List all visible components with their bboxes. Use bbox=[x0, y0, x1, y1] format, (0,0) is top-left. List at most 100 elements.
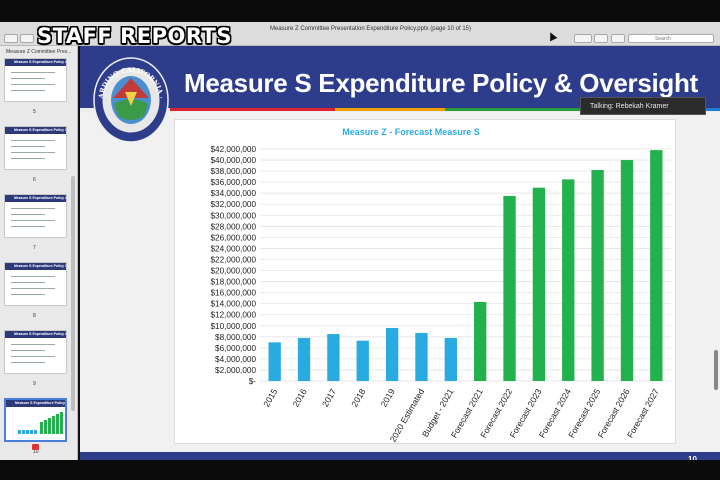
y-tick-label: $24,000,000 bbox=[210, 244, 256, 253]
thumbnail-title: Measure S Expenditure Policy & Oversight bbox=[14, 60, 66, 64]
y-tick-label: $8,000,000 bbox=[215, 333, 256, 342]
y-tick-label: $30,000,000 bbox=[210, 211, 256, 220]
thumbnail-bar bbox=[56, 414, 59, 434]
thumbnail-header bbox=[5, 127, 66, 134]
thumbnail-page-number: 5 bbox=[33, 109, 36, 115]
sidebar-status-icon bbox=[32, 444, 39, 450]
thumbnail-title: Measure S Expenditure Policy & Oversight bbox=[14, 128, 66, 132]
share-button[interactable] bbox=[594, 34, 608, 43]
thumbnail-text-line bbox=[11, 276, 55, 277]
thumbnail-bar bbox=[52, 416, 55, 434]
thumbnail-text-line bbox=[11, 78, 45, 79]
staff-reports-banner: STAFF REPORTS bbox=[37, 24, 233, 48]
bar-2019 bbox=[385, 327, 399, 381]
x-tick-label: 2015 bbox=[261, 387, 279, 409]
slide-thumbnail[interactable]: Measure S Expenditure Policy & Oversight bbox=[4, 194, 67, 238]
bar-forecast-2025 bbox=[591, 169, 604, 381]
thumbnail-text-line bbox=[11, 344, 55, 345]
markup-button[interactable] bbox=[574, 34, 592, 43]
bar-forecast-2023 bbox=[532, 187, 546, 381]
y-tick-label: $42,000,000 bbox=[210, 145, 256, 154]
thumbnail-bar bbox=[22, 430, 25, 434]
bar-forecast-2027 bbox=[650, 150, 663, 381]
slide-title: Measure S Expenditure Policy & Oversight bbox=[184, 68, 698, 98]
x-tick-label: Forecast 2027 bbox=[625, 387, 661, 440]
y-tick-label: $26,000,000 bbox=[210, 233, 256, 242]
thumbnail-text-line bbox=[11, 288, 55, 289]
x-tick-label: 2019 bbox=[379, 387, 397, 409]
y-tick-label: $34,000,000 bbox=[210, 189, 256, 198]
thumbnail-bar bbox=[34, 430, 37, 434]
thumbnail-text-line bbox=[11, 226, 45, 227]
thumbnail-text-line bbox=[11, 72, 55, 73]
thumbnail-header bbox=[6, 400, 65, 407]
thumbnail-text-line bbox=[11, 146, 45, 147]
document-title: Measure Z Committee Presentation Expendi… bbox=[270, 26, 471, 32]
thumbnail-header bbox=[5, 263, 66, 270]
x-tick-label: 2017 bbox=[320, 387, 338, 409]
city-seal-logo: CITY OF SAN BERNARDINO CALIFORNIA · FOUN… bbox=[92, 54, 169, 143]
thumbnail-text-line bbox=[11, 90, 45, 91]
thumbnail-text-line bbox=[11, 294, 45, 295]
y-tick-label: $16,000,000 bbox=[210, 289, 256, 298]
slide-thumbnail[interactable]: Measure S Expenditure Policy & Oversight bbox=[4, 126, 67, 170]
thumbnail-page-number: 10 bbox=[33, 449, 39, 455]
bar-forecast-2026 bbox=[620, 160, 634, 381]
thumbnail-text-line bbox=[11, 362, 45, 363]
sidebar-scrollbar[interactable] bbox=[71, 176, 75, 411]
slide-thumbnail[interactable]: Measure S Expenditure Policy & Oversight bbox=[4, 330, 67, 374]
thumbnail-header bbox=[5, 195, 66, 202]
thumbnail-bar bbox=[60, 412, 63, 434]
sidebar-header: Measure Z Committee Pres... bbox=[6, 49, 72, 55]
thumbnail-text-line bbox=[11, 220, 55, 221]
bar-2017 bbox=[327, 334, 340, 381]
app-toolbar: Measure Z Committee Presentation Expendi… bbox=[0, 22, 720, 46]
y-tick-label: $28,000,000 bbox=[210, 222, 256, 231]
bar-2020-estimated bbox=[415, 332, 428, 381]
bar-2015 bbox=[268, 342, 281, 381]
search-input[interactable]: Search bbox=[628, 34, 714, 43]
y-tick-label: $32,000,000 bbox=[210, 200, 256, 209]
thumbnail-page-number: 9 bbox=[33, 381, 36, 387]
thumbnail-bar bbox=[40, 422, 43, 434]
top-black-bar bbox=[0, 0, 720, 22]
thumbnail-text-line bbox=[11, 356, 55, 357]
y-tick-label: $10,000,000 bbox=[210, 322, 256, 331]
slide-thumbnail[interactable]: Measure S Expenditure Policy & Oversight bbox=[4, 58, 67, 102]
y-tick-label: $20,000,000 bbox=[210, 267, 256, 276]
y-tick-label: $18,000,000 bbox=[210, 278, 256, 287]
thumbnail-title: Measure S Expenditure Policy & Oversight bbox=[14, 264, 66, 268]
y-tick-label: $22,000,000 bbox=[210, 255, 256, 264]
y-tick-label: $36,000,000 bbox=[210, 178, 256, 187]
view-button[interactable] bbox=[20, 34, 34, 43]
thumbnail-text-line bbox=[11, 350, 45, 351]
thumbnail-text-line bbox=[11, 158, 45, 159]
bar-2016 bbox=[297, 337, 311, 381]
slide-scrollbar[interactable] bbox=[714, 350, 718, 390]
slide-thumbnail[interactable]: Measure S Expenditure Policy & Oversight bbox=[4, 262, 67, 306]
thumbnail-title: Measure S Expenditure Policy & Oversight bbox=[14, 332, 66, 336]
x-tick-label: 2018 bbox=[349, 387, 367, 409]
thumbnail-text-line bbox=[11, 282, 45, 283]
thumbnail-title: Measure S Expenditure Policy & Oversight bbox=[15, 401, 65, 405]
thumbnail-text-line bbox=[11, 214, 45, 215]
rotate-button[interactable] bbox=[611, 34, 625, 43]
thumbnail-header bbox=[5, 59, 66, 66]
y-tick-label: $38,000,000 bbox=[210, 167, 256, 176]
thumbnail-header bbox=[5, 331, 66, 338]
y-tick-label: $14,000,000 bbox=[210, 300, 256, 309]
bar-forecast-2024 bbox=[562, 179, 575, 381]
slide-footer-bar bbox=[80, 452, 720, 460]
y-tick-label: $- bbox=[249, 377, 257, 386]
y-tick-label: $4,000,000 bbox=[215, 355, 256, 364]
thumbnail-page-number: 7 bbox=[33, 245, 36, 251]
slide-page-number: 10 bbox=[688, 455, 697, 464]
thumbnail-bar bbox=[30, 430, 33, 434]
y-tick-label: $40,000,000 bbox=[210, 156, 256, 165]
y-tick-label: $2,000,000 bbox=[215, 366, 256, 375]
bar-budget-2021 bbox=[444, 337, 457, 381]
thumbnail-bar bbox=[26, 430, 29, 434]
sidebar-toggle-button[interactable] bbox=[4, 34, 18, 43]
slide-thumbnail[interactable]: Measure S Expenditure Policy & Oversight bbox=[4, 398, 67, 442]
